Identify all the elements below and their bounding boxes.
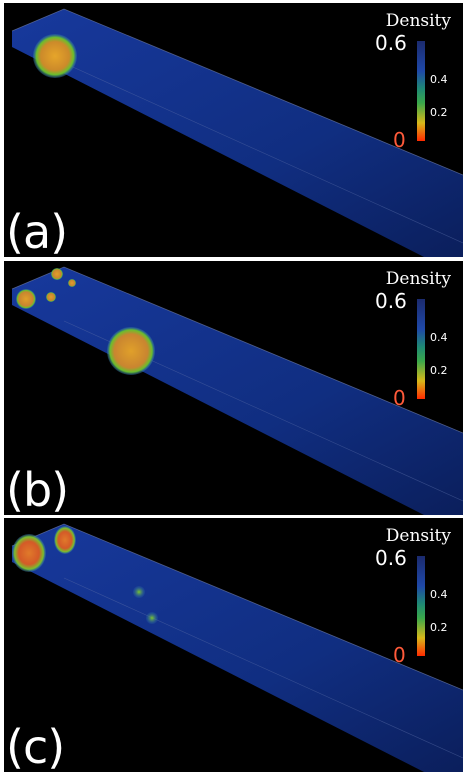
colorbar-tick-02: 0.2 — [430, 364, 448, 377]
density-colorbar: Density 0.6 0.4 0.2 0 — [345, 269, 457, 419]
density-droplet — [107, 327, 155, 375]
colorbar-tick-02: 0.2 — [430, 106, 448, 119]
panel-label: (c) — [6, 720, 65, 772]
box-edge — [63, 62, 463, 244]
colorbar-gradient — [417, 41, 425, 141]
density-colorbar: Density 0.6 0.4 0.2 0 — [345, 11, 457, 161]
density-tube — [12, 524, 463, 772]
colorbar-tick-04: 0.4 — [430, 73, 448, 86]
colorbar-tick-02: 0.2 — [430, 621, 448, 634]
density-tube — [12, 9, 463, 257]
colorbar-gradient — [417, 299, 425, 399]
colorbar-title: Density — [385, 11, 451, 31]
density-droplet — [16, 289, 36, 309]
colorbar-max: 0.6 — [375, 289, 407, 313]
colorbar-max: 0.6 — [375, 546, 407, 570]
colorbar-min: 0 — [393, 643, 406, 667]
panel-label: (a) — [6, 205, 68, 257]
density-droplet — [68, 279, 76, 287]
density-spot — [133, 586, 145, 598]
volume-render-c — [11, 523, 463, 772]
colorbar-gradient — [417, 556, 425, 656]
volume-render-b — [11, 266, 463, 515]
density-spot — [146, 612, 158, 624]
density-panel-c: Density 0.6 0.4 0.2 0 (c) — [4, 518, 463, 772]
box-edge — [63, 577, 463, 759]
box-edge — [11, 266, 463, 434]
density-droplet — [33, 34, 77, 78]
panel-label: (b) — [6, 463, 69, 515]
density-panel-a: Density 0.6 0.4 0.2 0 (a) — [4, 3, 463, 257]
density-colorbar: Density 0.6 0.4 0.2 0 — [345, 526, 457, 676]
density-droplet — [12, 534, 46, 572]
colorbar-max: 0.6 — [375, 31, 407, 55]
colorbar-min: 0 — [393, 128, 406, 152]
colorbar-title: Density — [385, 269, 451, 289]
density-droplet — [46, 292, 56, 302]
colorbar-min: 0 — [393, 386, 406, 410]
density-panel-b: Density 0.6 0.4 0.2 0 (b) — [4, 261, 463, 515]
colorbar-title: Density — [385, 526, 451, 546]
box-edge — [11, 8, 463, 176]
density-droplet — [51, 268, 63, 280]
density-droplet — [54, 526, 76, 554]
colorbar-tick-04: 0.4 — [430, 588, 448, 601]
colorbar-tick-04: 0.4 — [430, 331, 448, 344]
volume-render-a — [11, 8, 463, 257]
